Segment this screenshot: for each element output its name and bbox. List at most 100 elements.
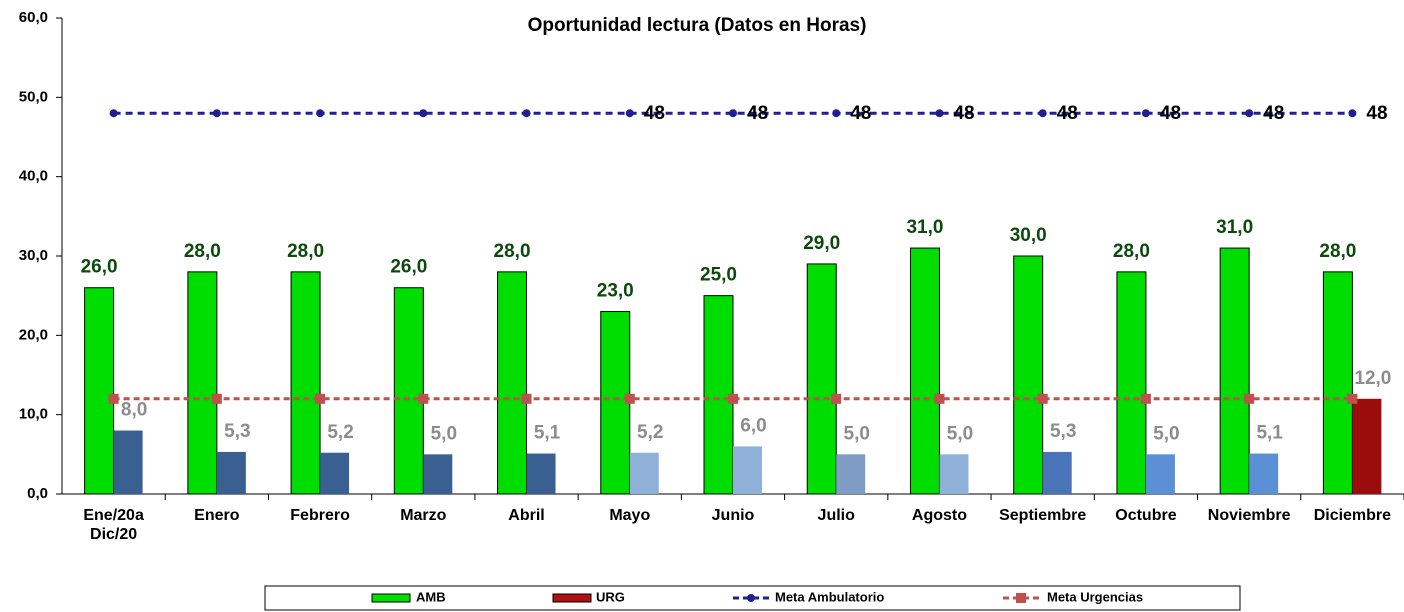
data-label: 48 — [644, 103, 665, 124]
bar — [290, 271, 321, 495]
legend-swatch — [371, 593, 411, 603]
marker — [831, 393, 842, 404]
x-tick-label: Mayo — [609, 507, 650, 524]
legend-label: URG — [596, 589, 625, 604]
bar — [1013, 255, 1044, 495]
legend-marker — [747, 594, 755, 602]
bar — [393, 287, 424, 495]
y-tick-label: 50,0 — [19, 88, 48, 105]
marker — [315, 393, 326, 404]
data-label: 5,2 — [637, 422, 663, 443]
x-tick-label: Enero — [194, 507, 240, 524]
data-label: 31,0 — [906, 217, 943, 238]
data-label: 48 — [1366, 103, 1387, 124]
bar — [909, 247, 940, 495]
bar — [806, 263, 837, 495]
data-label: 48 — [953, 103, 974, 124]
data-label: 48 — [850, 103, 871, 124]
marker — [211, 393, 222, 404]
marker — [418, 393, 429, 404]
data-label: 5,0 — [1153, 423, 1179, 444]
data-label: 23,0 — [597, 281, 634, 302]
data-label: 26,0 — [81, 257, 118, 278]
data-label: 25,0 — [700, 265, 737, 286]
x-tick-label: Septiembre — [999, 507, 1086, 524]
marker — [1348, 109, 1357, 118]
y-tick-label: 60,0 — [19, 9, 48, 26]
marker — [1141, 109, 1150, 118]
marker — [521, 393, 532, 404]
legend-label: AMB — [416, 589, 446, 604]
marker — [109, 109, 118, 118]
data-label: 28,0 — [494, 241, 531, 262]
marker — [832, 109, 841, 118]
data-label: 5,3 — [224, 421, 250, 442]
y-tick-label: 30,0 — [19, 247, 48, 264]
marker — [1244, 393, 1255, 404]
data-label: 31,0 — [1216, 217, 1253, 238]
data-label: 5,1 — [1256, 423, 1283, 444]
bar — [113, 430, 143, 494]
bar — [1249, 453, 1279, 494]
data-label: 48 — [1263, 103, 1284, 124]
bar — [1219, 247, 1250, 495]
data-label: 5,0 — [844, 423, 870, 444]
bar — [1042, 451, 1072, 494]
data-label: 5,3 — [1050, 421, 1076, 442]
legend-label: Meta Ambulatorio — [775, 589, 884, 604]
marker — [624, 393, 635, 404]
marker — [1245, 109, 1254, 118]
bar — [1352, 398, 1382, 494]
data-label: 48 — [1160, 103, 1181, 124]
data-label: 30,0 — [1010, 225, 1047, 246]
chart-title: Oportunidad lectura (Datos en Horas) — [528, 15, 867, 36]
data-label: 5,0 — [431, 423, 457, 444]
x-tick-label: Diciembre — [1314, 507, 1391, 524]
legend-label: Meta Urgencias — [1047, 589, 1143, 604]
x-tick-label: Octubre — [1115, 507, 1176, 524]
bar — [423, 454, 453, 494]
data-label: 28,0 — [287, 241, 324, 262]
x-tick-label: Noviembre — [1208, 507, 1291, 524]
x-tick-label: Abril — [508, 507, 544, 524]
y-tick-label: 20,0 — [19, 326, 48, 343]
marker — [522, 109, 531, 118]
marker — [934, 393, 945, 404]
marker — [108, 393, 119, 404]
marker — [212, 109, 221, 118]
x-tick-label: Agosto — [912, 507, 967, 524]
marker — [935, 109, 944, 118]
data-label: 28,0 — [1319, 241, 1356, 262]
legend-marker — [1016, 593, 1026, 603]
marker — [1140, 393, 1151, 404]
marker — [1037, 393, 1048, 404]
marker — [1038, 109, 1047, 118]
y-tick-label: 40,0 — [19, 168, 48, 185]
data-label: 5,1 — [534, 423, 561, 444]
data-label: 28,0 — [184, 241, 221, 262]
data-label: 5,0 — [947, 423, 973, 444]
bar — [939, 454, 969, 494]
x-tick-label: Marzo — [400, 507, 446, 524]
bar — [187, 271, 218, 495]
marker — [1347, 393, 1358, 404]
bar — [1322, 271, 1353, 495]
data-label: 8,0 — [121, 400, 147, 421]
bar — [216, 451, 246, 494]
bar — [1145, 454, 1175, 494]
data-label: 48 — [1057, 103, 1078, 124]
x-tick-label: Junio — [712, 507, 755, 524]
bar — [497, 271, 528, 495]
marker — [316, 109, 325, 118]
bar — [526, 453, 556, 494]
x-tick-label: Ene/20a Dic/20 — [83, 507, 144, 543]
data-label: 12,0 — [1354, 368, 1391, 389]
data-label: 26,0 — [390, 257, 427, 278]
marker — [419, 109, 428, 118]
y-tick-label: 0,0 — [27, 485, 48, 502]
data-label: 6,0 — [740, 415, 766, 436]
y-tick-label: 10,0 — [19, 406, 48, 423]
marker — [729, 109, 737, 118]
bar — [733, 446, 762, 494]
bar — [84, 287, 115, 495]
